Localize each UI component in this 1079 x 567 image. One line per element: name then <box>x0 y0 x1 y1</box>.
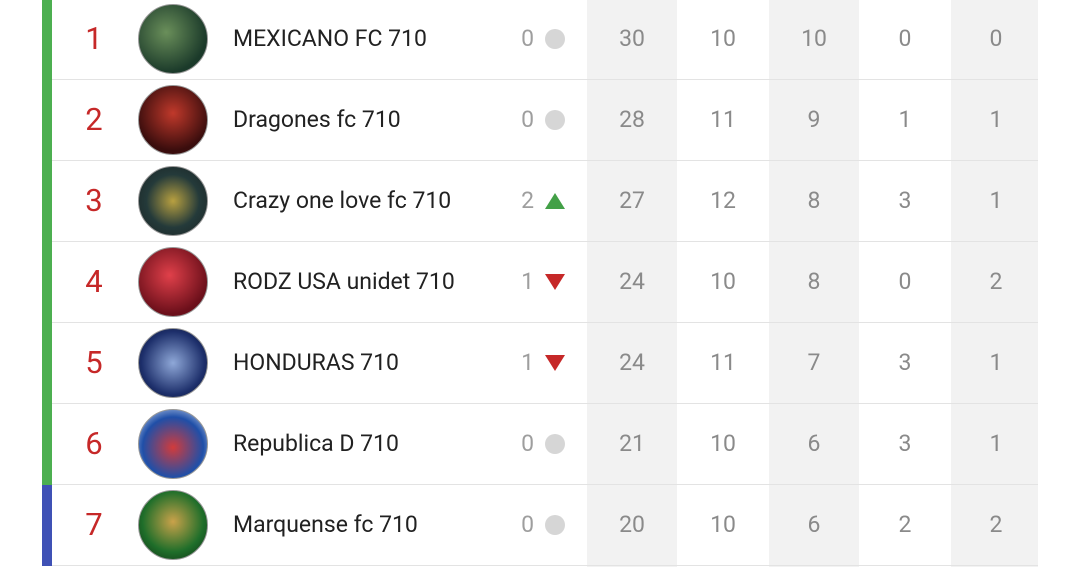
stat-cell: 3 <box>898 349 912 376</box>
standing-row: 7 Marquense fc 710 0 20 10 6 2 2 <box>42 485 1038 566</box>
team-logo <box>138 166 208 236</box>
column-shade <box>951 0 1038 567</box>
stat-cell: 9 <box>807 106 821 133</box>
stat-cell: 11 <box>710 106 736 133</box>
team-name: Crazy one love fc 710 <box>233 187 452 214</box>
team-logo <box>138 247 208 317</box>
stat-cell: 0 <box>898 268 912 295</box>
team-logo <box>138 85 208 155</box>
position-change: 0 <box>521 511 534 538</box>
trend-icon <box>545 110 565 130</box>
stat-cell: 6 <box>807 430 821 457</box>
trend-icon <box>545 515 565 535</box>
column-shade <box>587 0 677 567</box>
rank: 3 <box>85 182 103 219</box>
stat-cell: 2 <box>989 511 1003 538</box>
team-name: Dragones fc 710 <box>233 106 401 133</box>
zone-indicator <box>42 485 52 566</box>
stat-cell: 1 <box>989 349 1003 376</box>
standing-row: 6 Republica D 710 0 21 10 6 3 1 <box>42 404 1038 485</box>
stat-cell: 20 <box>619 511 645 538</box>
team-name: HONDURAS 710 <box>233 349 399 376</box>
trend-icon <box>545 434 565 454</box>
stat-cell: 1 <box>989 430 1003 457</box>
stat-cell: 11 <box>710 349 736 376</box>
position-change: 0 <box>521 106 534 133</box>
position-change: 0 <box>521 25 534 52</box>
trend-icon <box>545 355 565 371</box>
position-change: 0 <box>521 430 534 457</box>
trend-icon <box>545 29 565 49</box>
stat-cell: 1 <box>989 106 1003 133</box>
zone-indicator <box>42 323 52 404</box>
zone-indicator <box>42 80 52 161</box>
team-name: Republica D 710 <box>233 430 399 457</box>
team-name: RODZ USA unidet 710 <box>233 268 455 295</box>
stat-cell: 10 <box>710 25 736 52</box>
team-name: Marquense fc 710 <box>233 511 418 538</box>
team-logo <box>138 490 208 560</box>
stat-cell: 1 <box>989 187 1003 214</box>
zone-indicator <box>42 161 52 242</box>
standing-row: 4 RODZ USA unidet 710 1 24 10 8 0 2 <box>42 242 1038 323</box>
zone-indicator <box>42 404 52 485</box>
stat-cell: 27 <box>619 187 645 214</box>
team-name: MEXICANO FC 710 <box>233 25 427 52</box>
standing-row: 3 Crazy one love fc 710 2 27 12 8 3 1 <box>42 161 1038 242</box>
rank: 1 <box>85 20 103 57</box>
trend-icon <box>545 274 565 290</box>
team-logo <box>138 409 208 479</box>
stat-cell: 0 <box>989 25 1003 52</box>
stat-cell: 1 <box>898 106 912 133</box>
standing-row: 2 Dragones fc 710 0 28 11 9 1 1 <box>42 80 1038 161</box>
team-logo <box>138 328 208 398</box>
standing-row: 1 MEXICANO FC 710 0 30 10 10 0 0 <box>42 0 1038 80</box>
standing-row: 5 HONDURAS 710 1 24 11 7 3 1 <box>42 323 1038 404</box>
stat-cell: 24 <box>619 349 645 376</box>
rank: 5 <box>85 344 103 381</box>
stat-cell: 10 <box>710 268 736 295</box>
stat-cell: 10 <box>710 430 736 457</box>
stat-cell: 3 <box>898 430 912 457</box>
stat-cell: 8 <box>807 268 821 295</box>
rank: 2 <box>85 101 103 138</box>
stat-cell: 28 <box>619 106 645 133</box>
stat-cell: 30 <box>619 25 645 52</box>
position-change: 1 <box>521 349 534 376</box>
stat-cell: 8 <box>807 187 821 214</box>
stat-cell: 10 <box>710 511 736 538</box>
rank: 6 <box>85 425 103 462</box>
column-shade <box>769 0 859 567</box>
stat-cell: 6 <box>807 511 821 538</box>
stat-cell: 7 <box>807 349 821 376</box>
stat-cell: 24 <box>619 268 645 295</box>
zone-indicator <box>42 242 52 323</box>
position-change: 1 <box>521 268 534 295</box>
zone-indicator <box>42 0 52 80</box>
stat-cell: 3 <box>898 187 912 214</box>
stat-cell: 10 <box>801 25 827 52</box>
stat-cell: 0 <box>898 25 912 52</box>
stat-cell: 21 <box>619 430 645 457</box>
rank: 7 <box>85 506 103 543</box>
team-logo <box>138 4 208 74</box>
stat-cell: 2 <box>989 268 1003 295</box>
trend-icon <box>545 193 565 209</box>
rank: 4 <box>85 263 103 300</box>
position-change: 2 <box>521 187 534 214</box>
stat-cell: 12 <box>710 187 736 214</box>
stat-cell: 2 <box>898 511 912 538</box>
